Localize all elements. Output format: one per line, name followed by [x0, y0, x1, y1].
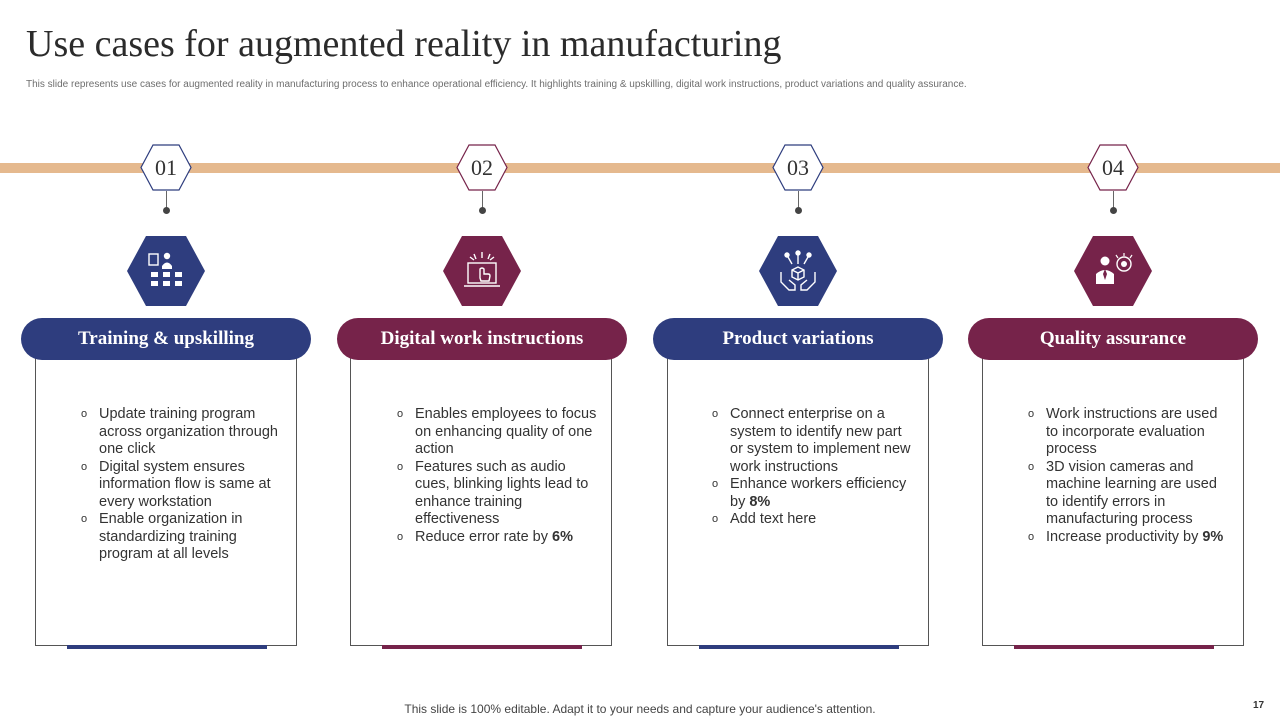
step-4-number-badge: 04 [1087, 144, 1139, 191]
step-1-number-badge: 01 [140, 144, 192, 191]
step-2-points: o Enables employees to focus on enhancing… [397, 406, 597, 546]
step-1-connector-dot [163, 207, 170, 214]
step-4-points: o Work instructions are used to incorpora… [1028, 406, 1228, 546]
step-1-number: 01 [155, 155, 177, 180]
step-4-point: o Work instructions are used to incorpora… [1028, 406, 1218, 457]
training-presentation-icon [148, 252, 182, 286]
quality-badge-person-icon [1096, 253, 1133, 284]
step-4-card [982, 356, 1244, 646]
step-1-card [35, 356, 297, 646]
step-3-card [667, 356, 929, 646]
bullet-marker: o [81, 460, 88, 473]
step-1-card-accent [67, 645, 267, 649]
step-1-icon-badge [127, 236, 205, 306]
step-1-connector [166, 191, 167, 209]
slide-title: Use cases for augmented reality in manuf… [26, 23, 782, 65]
step-3-number-badge: 03 [772, 144, 824, 191]
step-2-point: o Reduce error rate by 6% [397, 528, 573, 545]
step-4-heading: Quality assurance [968, 318, 1258, 360]
step-1-point: o Enable organization in standardizing tr… [81, 511, 243, 562]
step-2-point: o Features such as audio cues, blinking l… [397, 458, 589, 528]
step-4-icon-badge [1074, 236, 1152, 306]
step-2-connector [482, 191, 483, 209]
step-3-points: o Connect enterprise on a system to ident… [712, 406, 912, 529]
step-3-connector [798, 191, 799, 209]
slide-footer: This slide is 100% editable. Adapt it to… [404, 702, 876, 716]
step-4-point: o 3D vision cameras and machine learning … [1028, 458, 1217, 528]
step-3-card-accent [699, 645, 899, 649]
step-1-heading: Training & upskilling [21, 318, 311, 360]
step-3-number: 03 [787, 155, 809, 180]
step-1-point: o Digital system ensures information flow… [81, 458, 271, 510]
step-3-point: o Enhance workers efficiency by 8% [712, 476, 907, 510]
step-2-icon-badge [443, 236, 521, 306]
bullet-marker: o [1028, 460, 1035, 473]
step-4-point: o Increase productivity by 9% [1028, 528, 1224, 545]
step-3-point: o Connect enterprise on a system to ident… [712, 406, 911, 475]
step-2-point: o Enables employees to focus on enhancing… [397, 406, 597, 457]
bullet-marker: o [712, 478, 719, 490]
bullet-marker: o [397, 530, 404, 543]
bullet-marker: o [397, 408, 404, 420]
bullet-marker: o [712, 513, 719, 525]
laptop-touch-icon [464, 252, 500, 287]
bullet-marker: o [81, 408, 88, 420]
step-2-number: 02 [471, 155, 493, 180]
step-2-heading: Digital work instructions [337, 318, 627, 360]
bullet-marker: o [397, 460, 404, 473]
bullet-marker: o [1028, 530, 1035, 543]
step-4-connector-dot [1110, 207, 1117, 214]
step-3-icon-badge [759, 236, 837, 306]
step-4-connector [1113, 191, 1114, 209]
bullet-marker: o [81, 513, 88, 525]
bullet-marker: o [1028, 408, 1035, 420]
step-3-connector-dot [795, 207, 802, 214]
step-2-card [350, 356, 612, 646]
step-2-card-accent [382, 645, 582, 649]
step-3-heading: Product variations [653, 318, 943, 360]
step-2-connector-dot [479, 207, 486, 214]
step-4-number: 04 [1102, 155, 1124, 180]
step-3-point: o Add text here [712, 511, 817, 527]
step-2-number-badge: 02 [456, 144, 508, 191]
bullet-marker: o [712, 408, 719, 420]
page-number: 17 [1253, 700, 1265, 711]
step-1-points: o Update training program across organiza… [81, 406, 281, 564]
step-1-point: o Update training program across organiza… [81, 406, 278, 457]
step-4-card-accent [1014, 645, 1214, 649]
hands-box-icon [780, 250, 816, 291]
slide-subtitle: This slide represents use cases for augm… [26, 79, 967, 90]
timeline-bar [0, 163, 1280, 173]
